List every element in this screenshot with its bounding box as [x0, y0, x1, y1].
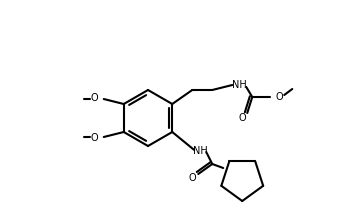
Text: O: O [91, 133, 98, 143]
Text: O: O [188, 173, 196, 183]
Text: NH: NH [232, 80, 247, 90]
Text: O: O [91, 93, 98, 103]
Text: NH: NH [193, 146, 208, 156]
Text: O: O [239, 113, 246, 123]
Text: O: O [275, 92, 283, 102]
